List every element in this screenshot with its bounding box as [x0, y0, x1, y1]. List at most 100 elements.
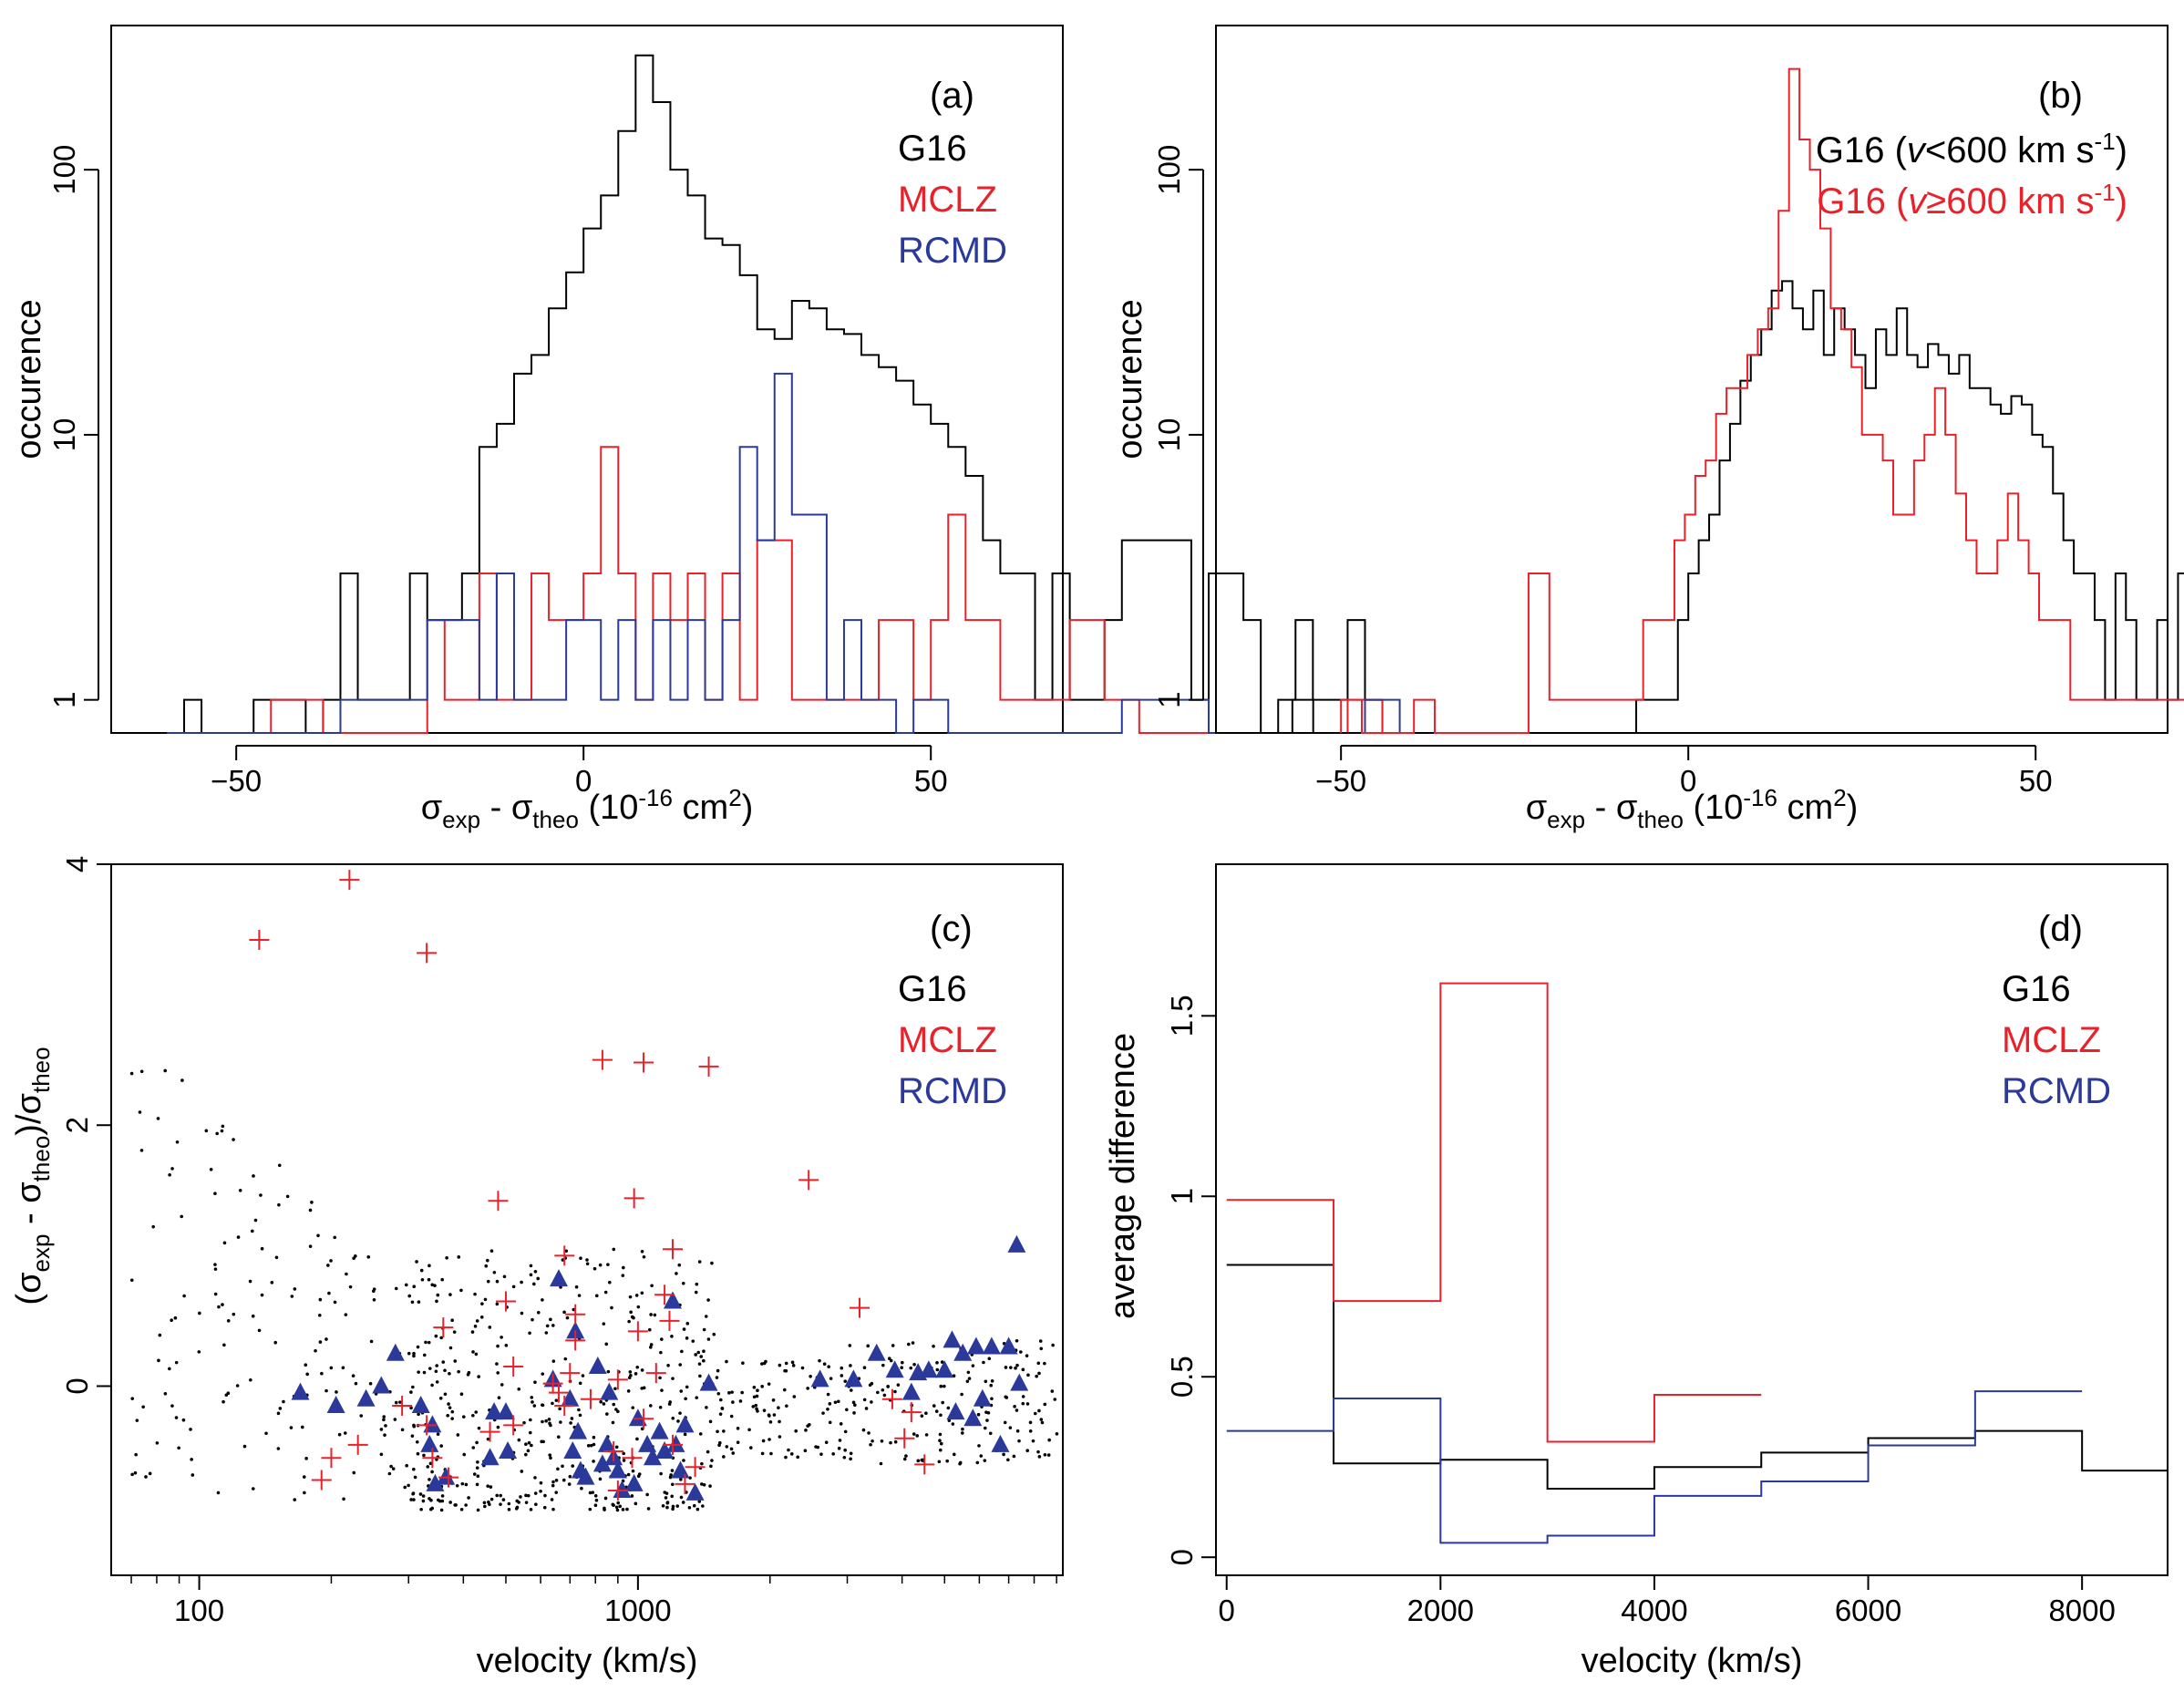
g16-dot [571, 1464, 575, 1468]
g16-dot [417, 1370, 420, 1374]
panel-b-axis-ticks: −50 0 50 1 10 100 [1152, 145, 2053, 798]
g16-dot [448, 1293, 452, 1296]
panel-c-plot-frame [110, 863, 1064, 1576]
g16-dot [1043, 1452, 1047, 1457]
g16-dot [300, 1425, 304, 1429]
rcmd-triangle [576, 1467, 595, 1485]
g16-dot [712, 1332, 716, 1336]
g16-dot [610, 1305, 613, 1310]
g16-dot [611, 1420, 615, 1425]
g16-dot [539, 1489, 542, 1493]
mclz-plus [607, 1480, 628, 1501]
mclz-plus [560, 1363, 581, 1384]
g16-dot [886, 1385, 890, 1388]
g16-dot [606, 1369, 611, 1374]
g16-dot [412, 1284, 417, 1289]
g16-dot [1025, 1402, 1030, 1406]
rcmd-triangle [963, 1408, 983, 1427]
g16-dot [967, 1377, 972, 1380]
g16-dot [702, 1482, 706, 1487]
g16-dot [369, 1339, 374, 1344]
g16-dot [470, 1330, 475, 1334]
g16-dot [327, 1291, 331, 1295]
x-tick-label: 50 [914, 764, 948, 798]
g16-dot [482, 1501, 487, 1505]
g16-dot [682, 1327, 686, 1331]
g16-dot [440, 1499, 445, 1503]
g16-dot [833, 1400, 838, 1405]
g16-dot [487, 1500, 490, 1504]
g16-dot [561, 1464, 564, 1469]
g16-dot [282, 1399, 285, 1404]
g16-dot [438, 1396, 443, 1400]
g16-dot [226, 1391, 231, 1396]
g16-dot [588, 1507, 592, 1511]
g16-dot [329, 1366, 334, 1370]
g16-dot [502, 1274, 507, 1279]
mclz-plus [422, 1448, 443, 1469]
g16-dot [700, 1461, 704, 1466]
g16-dot [626, 1472, 631, 1477]
g16-dot [893, 1439, 898, 1444]
g16-dot [407, 1351, 411, 1356]
g16-dot [539, 1480, 543, 1485]
g16-dot [422, 1453, 426, 1458]
g16-dot [828, 1402, 832, 1406]
g16-dot [204, 1129, 209, 1133]
g16-dot [842, 1455, 847, 1460]
rcmd-triangle [699, 1373, 718, 1391]
g16-dot [952, 1452, 956, 1457]
g16-dot [696, 1350, 701, 1355]
g16-dot [778, 1419, 781, 1424]
mclz-plus [565, 1330, 586, 1351]
g16-dot [900, 1366, 904, 1369]
g16-dot [526, 1449, 531, 1453]
g16-dot [486, 1279, 490, 1284]
g16-dot [251, 1229, 254, 1233]
g16-dot [276, 1411, 281, 1416]
mclz-plus [549, 1382, 570, 1403]
g16-dot [209, 1167, 213, 1171]
g16-dot [430, 1470, 434, 1474]
g16-dot [990, 1379, 994, 1383]
g16-dot [409, 1390, 413, 1394]
g16-dot [971, 1364, 975, 1367]
g16-dot [792, 1395, 797, 1398]
g16-dot [1037, 1408, 1041, 1413]
g16-dot [685, 1322, 690, 1326]
g16-dot [398, 1400, 402, 1404]
g16-dot [435, 1380, 439, 1384]
g16-dot [226, 1319, 231, 1323]
panel-b-histogram-steps [1291, 67, 2184, 734]
g16-dot [907, 1342, 911, 1346]
g16-dot [333, 1235, 337, 1240]
panel-b-y-axis-label: occurence [1111, 299, 1149, 459]
g16-dot [407, 1483, 410, 1488]
g16-dot [602, 1402, 606, 1406]
g16-dot [698, 1374, 702, 1378]
g16-dot [653, 1313, 657, 1317]
g16-dot [168, 1367, 171, 1371]
g16-dot [640, 1291, 644, 1295]
g16-dot [989, 1383, 994, 1388]
g16-dot [965, 1379, 970, 1384]
g16-dot [400, 1428, 405, 1432]
g16-dot [625, 1507, 629, 1511]
g16-dot [862, 1398, 867, 1402]
g16-dot [213, 1267, 218, 1271]
panel-d-legend-rcmd: RCMD [2002, 1071, 2111, 1111]
g16-dot [695, 1282, 699, 1286]
g16-dot [517, 1438, 521, 1442]
g16-dot [961, 1427, 964, 1431]
g16-dot [551, 1401, 554, 1406]
g16-dot [404, 1283, 408, 1287]
g16-dot [156, 1117, 160, 1120]
g16-dot [222, 1343, 226, 1347]
g16-dot [585, 1258, 589, 1262]
g16-dot [627, 1376, 632, 1380]
g16-dot [1021, 1395, 1025, 1398]
panel-a-legend-rcmd: RCMD [898, 231, 1007, 271]
g16-dot [407, 1294, 411, 1298]
g16-dot [443, 1368, 447, 1373]
g16-dot [439, 1444, 444, 1448]
